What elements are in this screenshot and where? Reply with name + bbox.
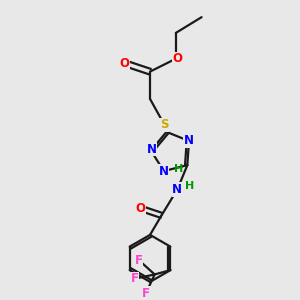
Text: H: H: [174, 164, 183, 174]
Text: H: H: [185, 181, 195, 191]
Text: F: F: [142, 286, 150, 300]
Text: N: N: [183, 134, 194, 148]
Text: N: N: [159, 165, 169, 178]
Text: F: F: [135, 254, 143, 267]
Text: O: O: [119, 56, 129, 70]
Text: O: O: [172, 52, 182, 65]
Text: N: N: [146, 142, 157, 155]
Text: O: O: [135, 202, 145, 215]
Text: N: N: [172, 183, 182, 196]
Text: F: F: [130, 272, 139, 285]
Text: S: S: [160, 118, 169, 131]
